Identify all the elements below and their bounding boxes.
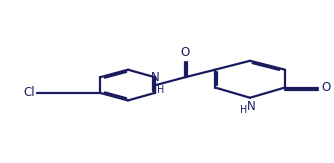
Text: O: O	[321, 81, 330, 94]
Text: N: N	[151, 71, 159, 84]
Text: H: H	[240, 105, 247, 115]
Text: N: N	[247, 100, 256, 113]
Text: O: O	[180, 46, 190, 59]
Text: Cl: Cl	[23, 86, 35, 99]
Text: H: H	[157, 85, 164, 95]
